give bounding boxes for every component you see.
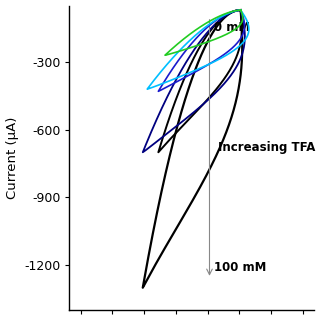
Text: 100 mM: 100 mM <box>214 261 266 274</box>
Text: 0 mM: 0 mM <box>214 21 250 34</box>
Text: Increasing TFA: Increasing TFA <box>218 141 316 154</box>
Y-axis label: Current (μA): Current (μA) <box>5 117 19 199</box>
